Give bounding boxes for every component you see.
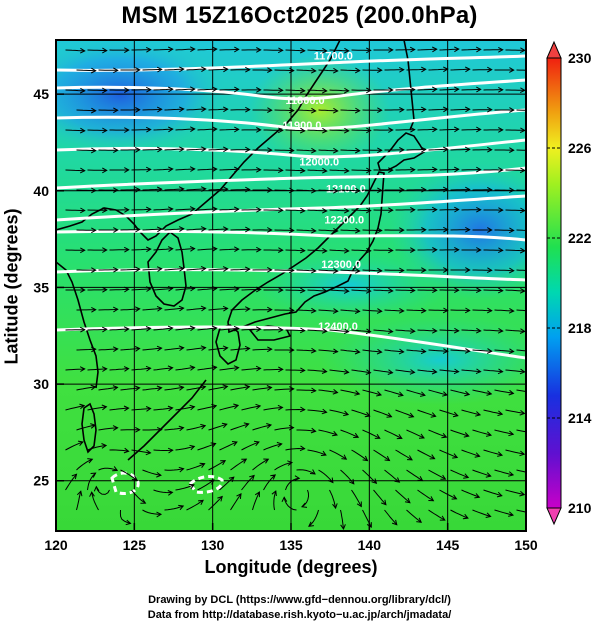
colorbar: 230 226 222 218 214 210 — [546, 40, 592, 526]
x-tick-label: 140 — [358, 537, 382, 553]
colorbar-tick-label: 222 — [568, 230, 592, 246]
y-axis-label: Latitude (degrees) — [1, 208, 22, 365]
contour-label: 12400.0 — [318, 321, 358, 333]
streamline-arrowheads — [71, 46, 526, 531]
x-tick-label: 150 — [514, 537, 538, 553]
contour-line — [56, 229, 526, 242]
colorbar-tick-label: 210 — [568, 500, 592, 516]
contour-line — [56, 78, 526, 101]
credit-drawing: Drawing by DCL (https://www.gfd−dennou.o… — [148, 594, 451, 606]
contour-label: 11900.0 — [282, 120, 321, 132]
colorbar-tick-label: 226 — [568, 140, 592, 156]
contour-line — [56, 166, 526, 190]
contour-line — [56, 138, 526, 159]
contour-line — [56, 194, 526, 222]
x-tick-label: 120 — [44, 537, 68, 553]
coastline-china-south — [56, 261, 99, 389]
colorbar-scale — [546, 57, 562, 509]
coastline-taiwan — [81, 402, 97, 454]
colorbar-max-arrow — [546, 40, 562, 59]
y-tick-label: 45 — [33, 86, 49, 102]
contour-label: 12300.0 — [321, 259, 361, 271]
credit-data: Data from http://database.rish.kyoto−u.a… — [147, 609, 452, 621]
x-tick-label: 135 — [279, 537, 303, 553]
colorbar-tick-label: 218 — [568, 320, 592, 336]
y-tick-label: 40 — [33, 183, 49, 199]
coastline-japan-honshu — [227, 171, 385, 334]
contour-line — [56, 268, 526, 282]
x-tick-label: 130 — [201, 537, 225, 553]
contour-labels: 11700.0 11800.0 11900.0 12000.0 12100.0 12200… — [282, 50, 365, 333]
colorbar-tick-label: 230 — [568, 50, 592, 66]
y-tick-label: 25 — [33, 473, 49, 489]
x-tick-label: 145 — [436, 537, 460, 553]
wind-streamlines — [65, 46, 526, 531]
x-axis-ticks: 120 125 130 135 140 145 150 — [44, 523, 538, 553]
contour-label: 11700.0 — [314, 50, 353, 62]
colorbar-ticks: 230 226 222 218 214 210 — [547, 50, 592, 516]
contour-line — [56, 108, 526, 131]
contour-label: 11800.0 — [286, 95, 325, 107]
y-tick-label: 30 — [33, 376, 49, 392]
colorbar-tick-label: 214 — [568, 410, 592, 426]
colorbar-min-arrow — [546, 507, 562, 526]
contour-line-dashed — [110, 471, 140, 496]
y-axis-ticks: 25 30 35 40 45 — [33, 86, 64, 489]
coastline-japan-shikoku — [248, 325, 292, 341]
coastline-ryukyu — [127, 379, 207, 461]
contour-label: 12000.0 — [299, 157, 339, 169]
y-tick-label: 35 — [33, 279, 49, 295]
x-tick-label: 125 — [123, 537, 147, 553]
contour-line-dashed — [188, 475, 224, 494]
contour-label: 12200.0 — [324, 215, 364, 227]
contour-label: 12100.0 — [326, 184, 366, 196]
coastline-japan-hokkaido — [377, 132, 426, 171]
height-contours — [56, 54, 526, 496]
x-axis-label: Longitude (degrees) — [204, 557, 378, 577]
streamline-segments — [65, 48, 526, 530]
coastline-korea — [147, 230, 187, 307]
chart-title: MSM 15Z16Oct2025 (200.0hPa) — [121, 2, 478, 29]
